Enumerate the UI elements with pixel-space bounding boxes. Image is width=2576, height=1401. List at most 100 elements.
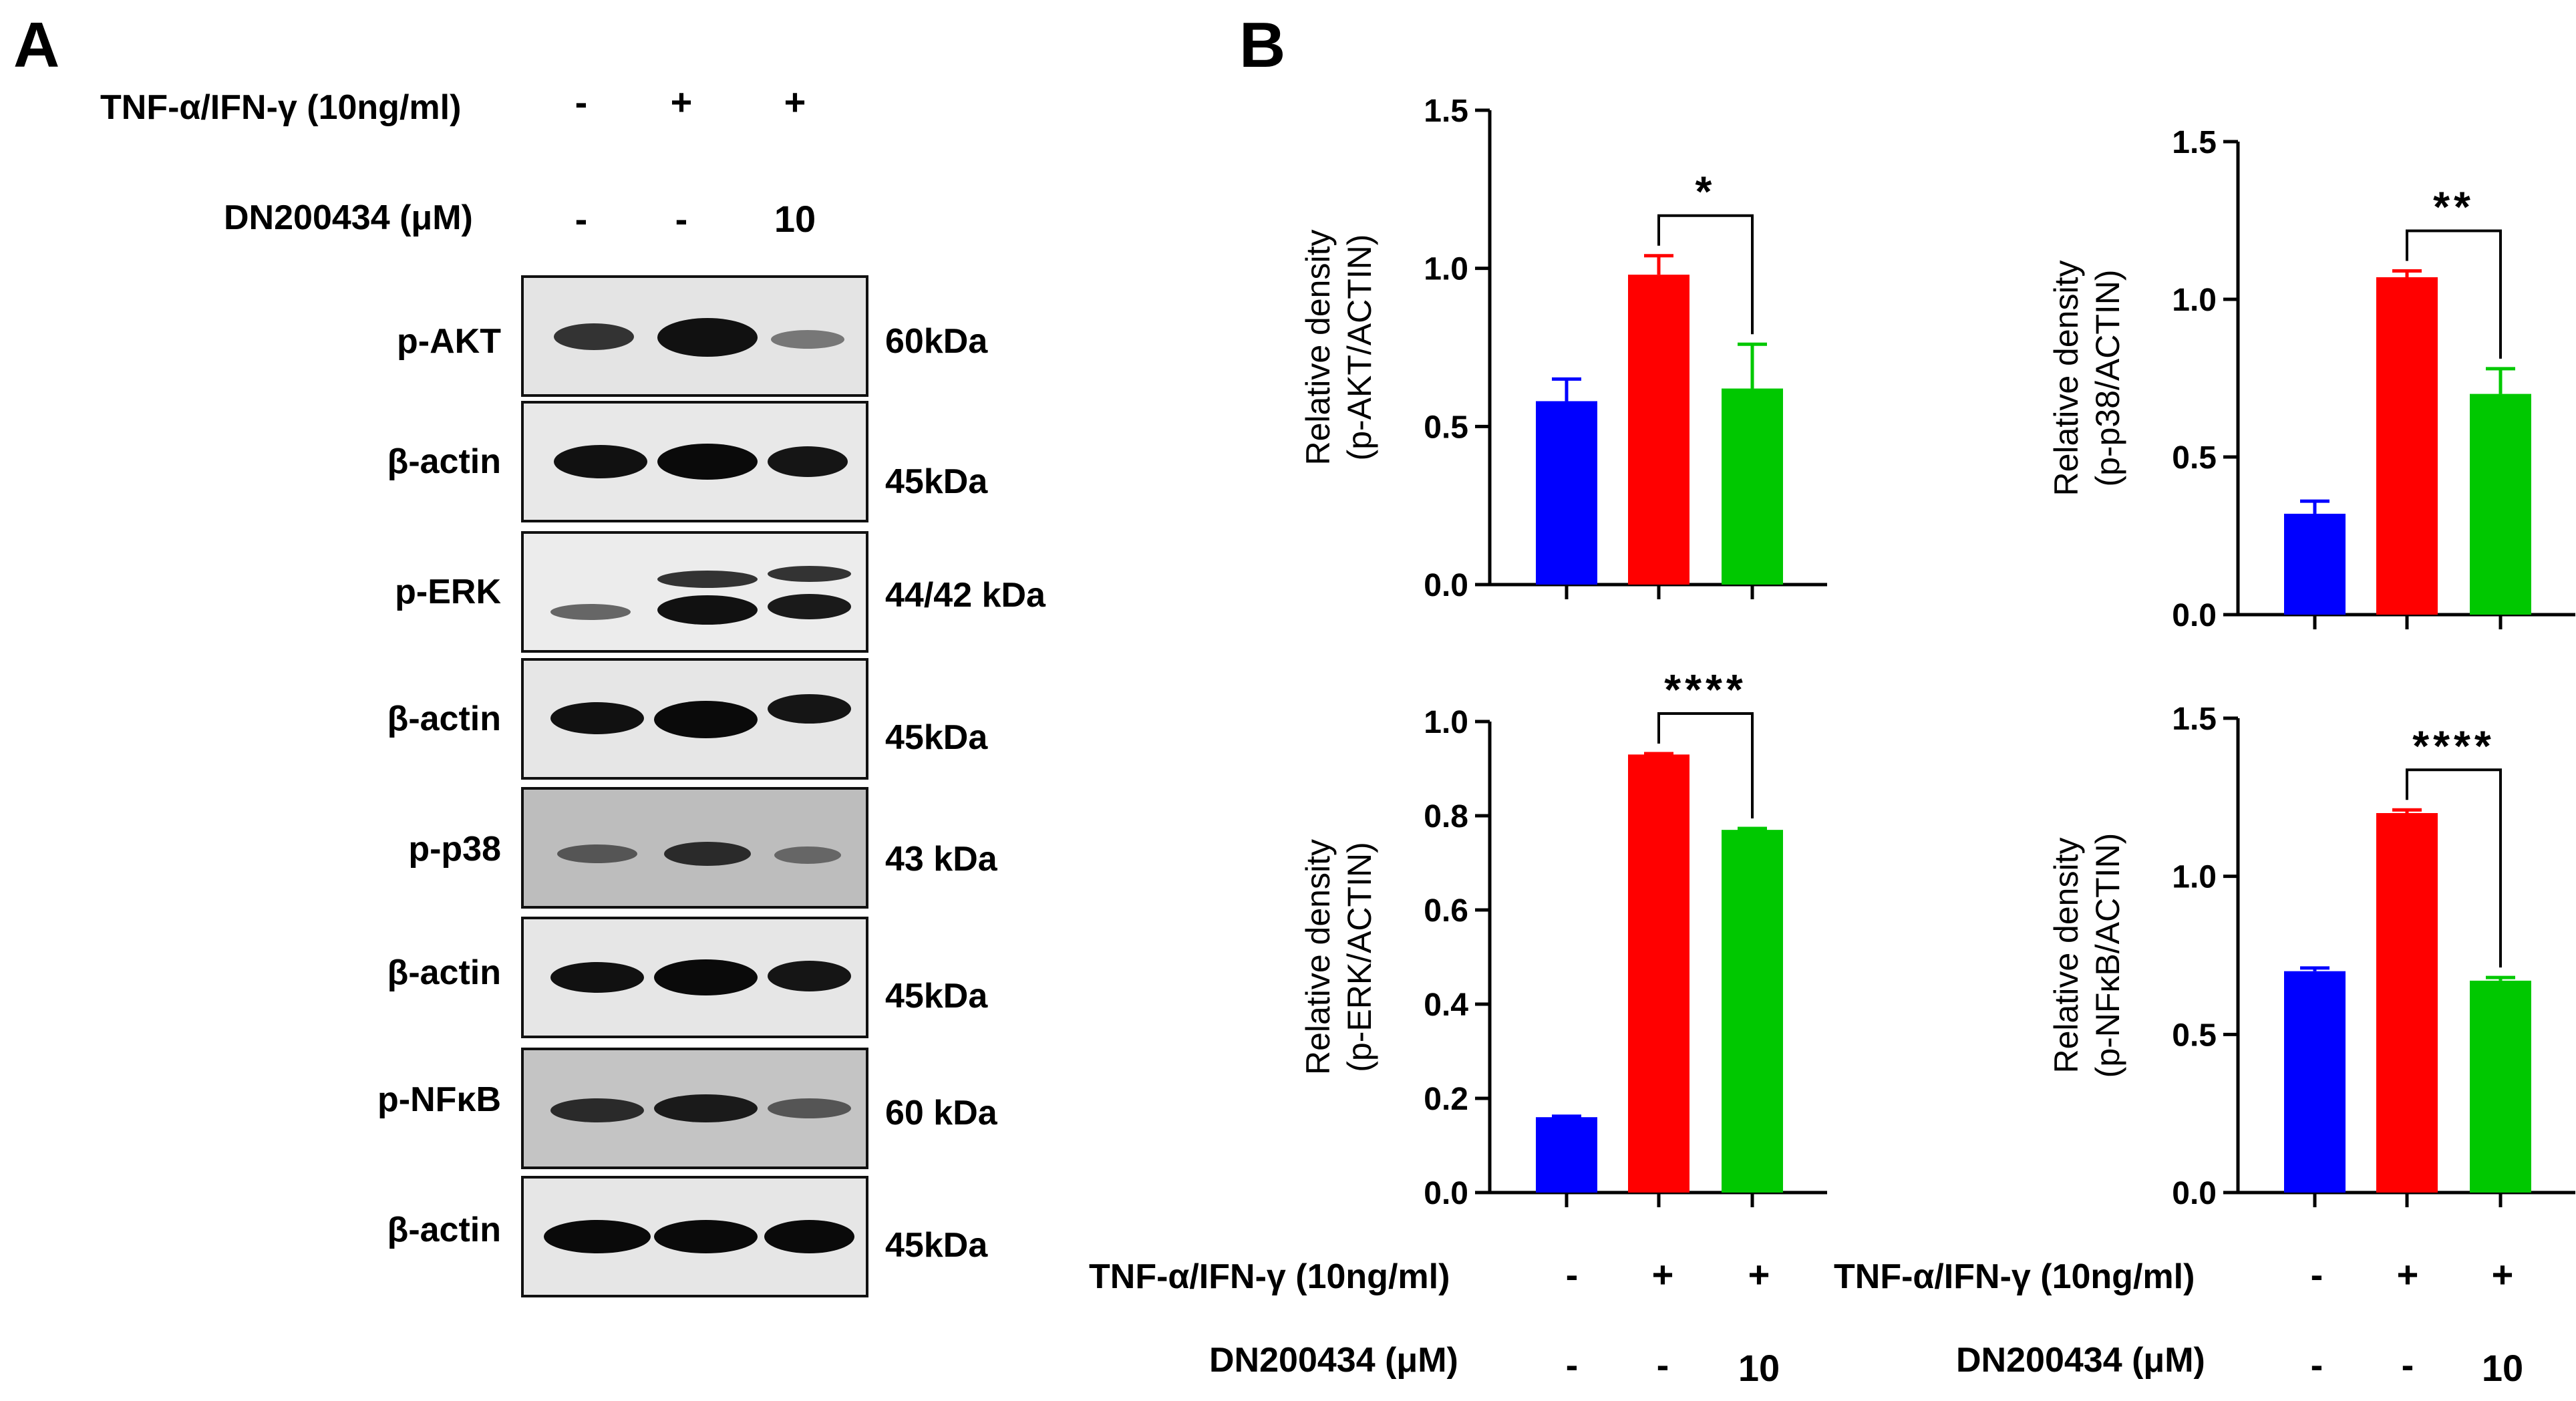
band-lane-2 bbox=[657, 444, 758, 480]
band-lane-2 bbox=[657, 318, 758, 357]
panel-b-left-dose-mark-1: - bbox=[1565, 1344, 1579, 1386]
blot-label-p-erk: p-ERK bbox=[395, 573, 501, 611]
band-lane-2 bbox=[654, 1094, 758, 1122]
band-lane-3 bbox=[768, 446, 848, 477]
blot-label-beta-actin-1: β-actin bbox=[387, 442, 501, 481]
chart-1-y-label: Relative density (p-AKT/ACTIN) bbox=[1299, 230, 1378, 466]
chart-1-bar-2 bbox=[1722, 388, 1783, 585]
panel-b-right-dose-mark-1: - bbox=[2310, 1344, 2323, 1386]
chart-3-y-tick-label-3: 0.6 bbox=[1424, 893, 1468, 929]
panel-b-left-treatment-mark-2: + bbox=[1651, 1253, 1674, 1295]
chart-3-y-tick-label-2: 0.4 bbox=[1424, 987, 1468, 1023]
chart-3-bar-2 bbox=[1722, 830, 1783, 1193]
panel-b-right-dose-mark-3: 10 bbox=[2481, 1347, 2524, 1389]
chart-2-bar-2 bbox=[2470, 394, 2531, 615]
blot-image-p-p38 bbox=[521, 787, 868, 909]
blot-image-beta-actin-1 bbox=[521, 401, 868, 522]
band-lane-1 bbox=[557, 844, 637, 863]
panel-b-right-treatment-mark-2: + bbox=[2396, 1253, 2419, 1295]
kda-p-p38: 43 kDa bbox=[885, 840, 997, 879]
chart-4-y-tick-label-1: 0.5 bbox=[2172, 1018, 2217, 1053]
band-lane-2-upper bbox=[657, 571, 758, 588]
panel-a-letter: A bbox=[13, 9, 60, 81]
chart-3-significance-label: **** bbox=[1664, 665, 1747, 714]
panel-a-dose-mark-1: - bbox=[575, 198, 588, 240]
chart-3-y-label: Relative density (p-ERK/ACTIN) bbox=[1299, 839, 1378, 1075]
chart-1-y-tick-label-1: 0.5 bbox=[1424, 410, 1468, 445]
band-lane-1 bbox=[550, 702, 644, 734]
blot-label-p-nfkb: p-NFκB bbox=[377, 1080, 501, 1119]
chart-1-y-tick-label-0: 0.0 bbox=[1424, 568, 1468, 603]
chart-1-bar-1 bbox=[1628, 275, 1689, 585]
chart-1-y-tick-label-3: 1.5 bbox=[1424, 94, 1468, 129]
kda-beta-actin-2: 45kDa bbox=[885, 718, 988, 757]
panel-b-left-dose-label: DN200434 (μM) bbox=[1209, 1341, 1458, 1380]
panel-b-right-treatment-label: TNF-α/IFN-γ (10ng/ml) bbox=[1834, 1257, 2195, 1296]
chart-2-bar-1 bbox=[2376, 277, 2438, 615]
blot-image-p-akt bbox=[521, 275, 868, 397]
kda-beta-actin-3: 45kDa bbox=[885, 977, 988, 1016]
panel-a-treatment-mark-1: - bbox=[575, 81, 588, 123]
panel-b-right-treatment-mark-3: + bbox=[2491, 1253, 2514, 1295]
band-lane-3 bbox=[768, 961, 851, 991]
panel-b-left-treatment-mark-1: - bbox=[1565, 1253, 1579, 1295]
blot-image-beta-actin-2 bbox=[521, 658, 868, 780]
blot-label-p-p38: p-p38 bbox=[408, 830, 501, 869]
chart-4-bar-0 bbox=[2284, 971, 2346, 1193]
chart-2-significance-label: ** bbox=[2433, 183, 2474, 231]
chart-1-y-tick-label-2: 1.0 bbox=[1424, 252, 1468, 287]
chart-3-bar-1 bbox=[1628, 754, 1689, 1193]
chart-2-y-tick-label-0: 0.0 bbox=[2172, 598, 2217, 633]
band-lane-3 bbox=[768, 694, 851, 724]
chart-4-y-tick-label-2: 1.0 bbox=[2172, 860, 2217, 895]
panel-b-right-dose-label: DN200434 (μM) bbox=[1956, 1341, 2205, 1380]
band-lane-2 bbox=[654, 959, 758, 995]
band-lane-3-lower bbox=[768, 594, 851, 619]
kda-p-akt: 60kDa bbox=[885, 322, 988, 361]
kda-beta-actin-4: 45kDa bbox=[885, 1226, 988, 1265]
chart-4-y-tick-label-3: 1.5 bbox=[2172, 702, 2217, 737]
panel-a-treatment-mark-2: + bbox=[670, 81, 693, 123]
chart-4-bar-1 bbox=[2376, 813, 2438, 1193]
band-lane-2 bbox=[664, 842, 751, 866]
chart-1-y-label-line-1: Relative density bbox=[1299, 230, 1337, 466]
band-lane-1 bbox=[544, 1220, 651, 1253]
chart-1-significance-label: * bbox=[1696, 168, 1716, 216]
chart-2-bar-0 bbox=[2284, 513, 2346, 615]
blot-label-beta-actin-2: β-actin bbox=[387, 699, 501, 738]
chart-3-bar-0 bbox=[1536, 1117, 1597, 1193]
kda-p-nfkb: 60 kDa bbox=[885, 1094, 997, 1132]
chart-1-y-label-line-2: (p-AKT/ACTIN) bbox=[1341, 235, 1378, 461]
chart-4-y-label-line-1: Relative density bbox=[2048, 838, 2085, 1074]
chart-1-bar-0 bbox=[1536, 401, 1597, 585]
panel-a-treatment-label: TNF-α/IFN-γ (10ng/ml) bbox=[100, 88, 462, 127]
chart-4-y-tick-label-0: 0.0 bbox=[2172, 1176, 2217, 1211]
kda-beta-actin-1: 45kDa bbox=[885, 462, 988, 501]
band-lane-1 bbox=[554, 323, 634, 350]
blot-label-beta-actin-3: β-actin bbox=[387, 953, 501, 992]
panel-a-dose-mark-2: - bbox=[675, 198, 688, 240]
chart-2-y-label: Relative density (p-p38/ACTIN) bbox=[2048, 261, 2126, 496]
band-lane-2-lower bbox=[657, 595, 758, 625]
chart-3-significance-bracket bbox=[1657, 712, 1754, 819]
panel-b-letter: B bbox=[1239, 9, 1286, 81]
band-lane-2 bbox=[654, 701, 758, 738]
chart-4-significance-label: **** bbox=[2412, 722, 2495, 770]
chart-2-y-tick-label-2: 1.0 bbox=[2172, 283, 2217, 318]
band-lane-3 bbox=[771, 330, 844, 349]
panel-a-dose-label: DN200434 (μM) bbox=[224, 198, 473, 237]
chart-2-y-tick-label-3: 1.5 bbox=[2172, 125, 2217, 160]
chart-2-y-label-line-2: (p-p38/ACTIN) bbox=[2089, 269, 2126, 486]
panel-b-left-treatment-label: TNF-α/IFN-γ (10ng/ml) bbox=[1089, 1257, 1450, 1296]
panel-b-right-dose-mark-2: - bbox=[2401, 1344, 2414, 1386]
blot-image-beta-actin-4 bbox=[521, 1176, 868, 1297]
chart-3-y-label-line-1: Relative density bbox=[1299, 839, 1337, 1075]
band-lane-1 bbox=[550, 962, 644, 993]
chart-1-significance-bracket bbox=[1657, 214, 1754, 335]
blot-image-p-erk bbox=[521, 531, 868, 653]
band-lane-3 bbox=[774, 846, 841, 864]
panel-b-left-dose-mark-2: - bbox=[1656, 1344, 1669, 1386]
panel-b-left-dose-mark-3: 10 bbox=[1738, 1347, 1780, 1389]
band-lane-1 bbox=[554, 445, 647, 478]
